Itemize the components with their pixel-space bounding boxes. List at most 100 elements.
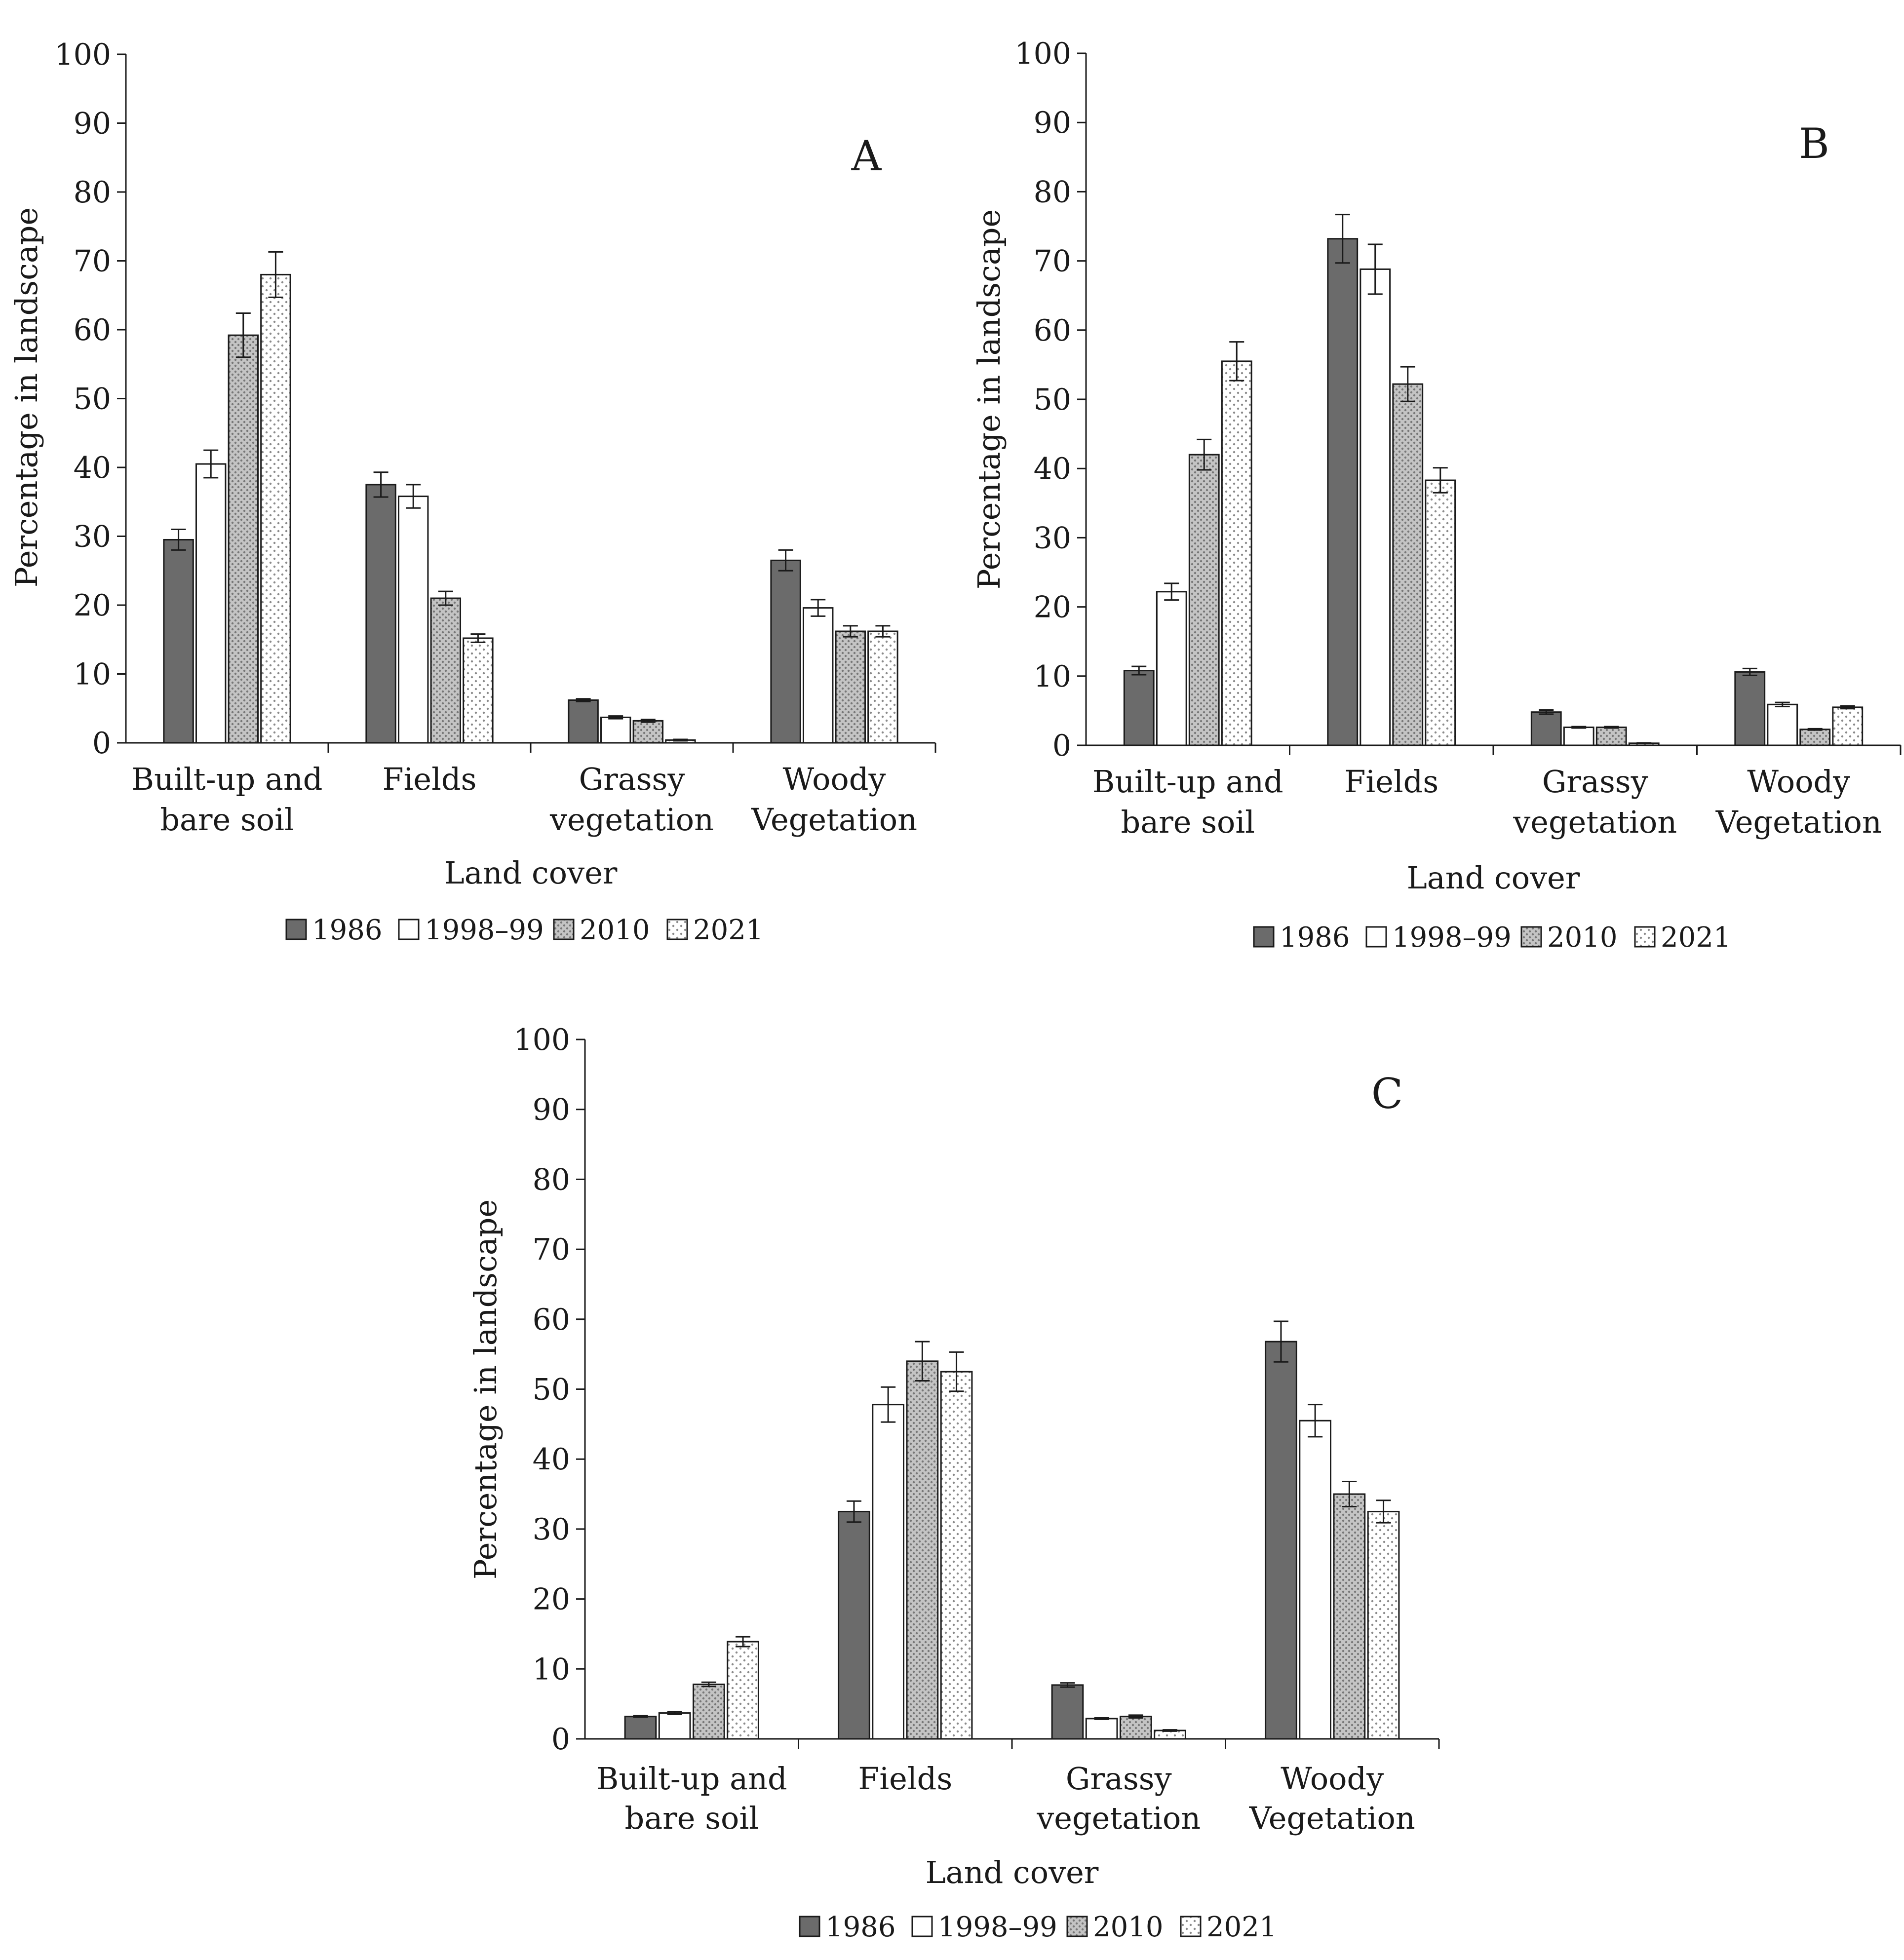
legend-label: 1986	[825, 1911, 896, 1943]
x-category-label: Built-up and	[596, 1761, 787, 1797]
y-axis-title: Percentage in landscape	[8, 207, 44, 587]
x-category-label: Woody	[1747, 764, 1850, 800]
bar-1986-grassy-vegetation	[1051, 1684, 1084, 1740]
legend-label: 1986	[312, 914, 383, 946]
bar-2021-woody-vegetation	[1832, 706, 1864, 746]
bar-1998-99-built-up-and-bare-soil	[658, 1712, 691, 1740]
y-tick-label: 90	[1034, 106, 1071, 140]
bar-2021-fields	[940, 1371, 973, 1740]
y-tick-label: 100	[513, 1023, 570, 1057]
y-tick-label: 10	[1034, 659, 1071, 694]
bar-2021-built-up-and-bare-soil	[1221, 360, 1252, 746]
y-tick-label: 90	[533, 1093, 570, 1127]
panel-label: C	[1371, 1070, 1403, 1118]
bar-2021-woody-vegetation	[1367, 1510, 1400, 1740]
x-category-label: Built-up and	[1092, 764, 1283, 800]
bar-1986-grassy-vegetation	[568, 699, 599, 744]
chart-panel-b: 0 10 20 30 40 50 60 70 80 90 100 Percentage in land…	[971, 37, 1902, 954]
x-category-label: vegetation	[1036, 1800, 1201, 1836]
y-tick-label: 80	[533, 1162, 570, 1197]
legend-swatch-1986	[285, 919, 307, 940]
bar-2021-built-up-and-bare-soil	[260, 273, 291, 744]
bar-1998-99-grassy-vegetation	[1085, 1718, 1118, 1740]
legend-label: 2010	[1093, 1911, 1164, 1943]
legend: 1986 1998–99 2010 2021	[1253, 922, 1731, 954]
y-tick-label: 30	[74, 520, 111, 554]
panel-label: A	[851, 132, 882, 180]
bar-2010-grassy-vegetation	[1595, 727, 1627, 746]
y-tick-label: 50	[74, 382, 111, 417]
y-tick-label: 60	[1034, 313, 1071, 348]
y-tick-label: 80	[74, 175, 111, 210]
bar-2010-built-up-and-bare-soil	[692, 1683, 725, 1740]
y-tick-label: 40	[533, 1442, 570, 1477]
y-axis-title: Percentage in landscape	[971, 209, 1007, 589]
bar-2010-fields	[430, 597, 462, 744]
x-category-label: bare soil	[625, 1800, 759, 1836]
legend: 1986 1998–99 2010 2021	[799, 1911, 1277, 1943]
legend-label: 1998–99	[938, 1911, 1057, 1943]
y-tick-label: 20	[533, 1582, 570, 1617]
bar-2010-built-up-and-bare-soil	[228, 334, 259, 744]
bar-1986-woody-vegetation	[1734, 671, 1766, 746]
bar-1998-99-built-up-and-bare-soil	[195, 463, 227, 744]
y-tick-label: 50	[1034, 383, 1071, 417]
panel-label: B	[1799, 119, 1829, 168]
bar-1998-99-woody-vegetation	[1299, 1420, 1332, 1740]
legend-swatch-1998-99	[398, 919, 420, 940]
legend-swatch-2010	[1520, 926, 1542, 948]
y-tick-label: 0	[551, 1722, 570, 1757]
bar-2010-fields	[906, 1360, 939, 1740]
y-tick-label: 40	[1034, 452, 1071, 486]
legend-swatch-1986	[1253, 926, 1275, 948]
y-tick-label: 60	[74, 313, 111, 347]
bar-1998-99-fields	[397, 496, 429, 744]
bar-2021-fields	[1425, 479, 1456, 746]
bar-1986-woody-vegetation	[770, 559, 801, 744]
bar-2021-built-up-and-bare-soil	[727, 1641, 759, 1740]
legend: 1986 1998–99 2010 2021	[285, 914, 764, 946]
x-category-label: Grassy	[1066, 1761, 1172, 1797]
y-tick-label: 0	[92, 726, 111, 761]
bar-1998-99-fields	[1360, 268, 1391, 746]
y-tick-label: 70	[74, 244, 111, 279]
legend-label: 2021	[1661, 922, 1731, 954]
x-category-label: Built-up and	[132, 761, 323, 797]
y-tick-label: 10	[74, 657, 111, 692]
x-axis-title: Land cover	[444, 855, 618, 891]
x-category-label: bare soil	[1121, 804, 1255, 840]
legend-swatch-2010	[1066, 1916, 1088, 1937]
bar-2010-woody-vegetation	[1333, 1493, 1366, 1740]
y-tick-label: 20	[1034, 590, 1071, 625]
x-category-label: Vegetation	[1715, 804, 1882, 840]
x-category-label: Fields	[858, 1761, 952, 1797]
legend-label: 2021	[1206, 1911, 1277, 1943]
bar-1986-fields	[838, 1510, 870, 1740]
bar-2010-fields	[1392, 383, 1424, 746]
x-category-label: Grassy	[579, 761, 685, 797]
x-axis-title: Land cover	[926, 1854, 1099, 1890]
bar-2010-built-up-and-bare-soil	[1188, 454, 1220, 746]
bar-2010-woody-vegetation	[1799, 729, 1831, 746]
legend-swatch-1998-99	[1365, 926, 1387, 948]
legend-label: 1998–99	[425, 914, 544, 946]
bar-1986-fields	[365, 484, 396, 744]
y-axis-title: Percentage in landscape	[467, 1199, 504, 1579]
y-tick-label: 70	[533, 1232, 570, 1267]
legend-label: 2010	[580, 914, 650, 946]
x-category-label: Vegetation	[1249, 1800, 1415, 1836]
x-axis-title: Land cover	[1407, 860, 1580, 896]
legend-label: 2010	[1547, 922, 1618, 954]
x-category-label: vegetation	[549, 802, 714, 838]
bar-1986-woody-vegetation	[1265, 1341, 1297, 1740]
y-tick-label: 30	[1034, 521, 1071, 555]
y-tick-label: 70	[1034, 244, 1071, 279]
bar-1986-built-up-and-bare-soil	[624, 1716, 657, 1740]
x-category-label: Vegetation	[751, 802, 917, 838]
x-category-label: Fields	[1344, 764, 1438, 800]
bar-2010-grassy-vegetation	[632, 720, 664, 744]
x-category-label: vegetation	[1513, 804, 1677, 840]
y-tick-label: 100	[1014, 37, 1071, 71]
